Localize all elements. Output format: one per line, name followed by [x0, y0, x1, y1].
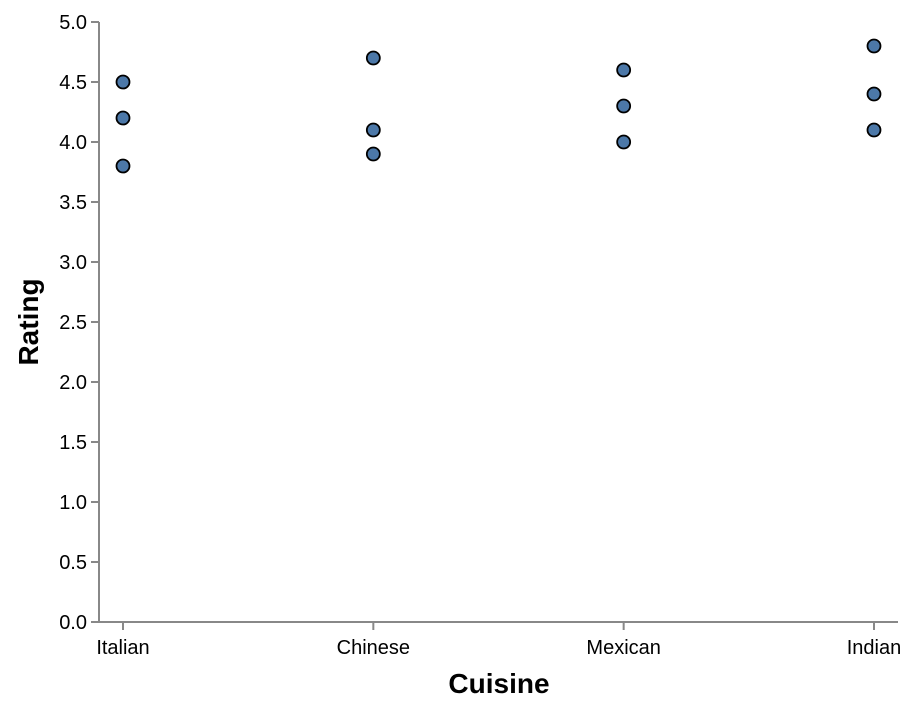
y-tick-label: 2.0: [59, 372, 87, 394]
scatter-point: [616, 98, 632, 114]
scatter-point: [365, 122, 381, 138]
scatter-point: [616, 134, 632, 150]
x-tick-label: Chinese: [337, 637, 410, 659]
x-tick-label: Mexican: [586, 637, 660, 659]
y-tick-label: 1.5: [59, 432, 87, 454]
y-tick-label: 5.0: [59, 12, 87, 34]
x-tick-label: Indian: [847, 637, 902, 659]
y-tick-label: 4.5: [59, 72, 87, 94]
scatter-point: [365, 50, 381, 66]
y-tick-label: 2.5: [59, 312, 87, 334]
y-tick-label: 0.0: [59, 612, 87, 634]
y-tick-label: 3.5: [59, 192, 87, 214]
scatter-point: [115, 158, 131, 174]
scatter-point: [365, 146, 381, 162]
scatter-point: [866, 122, 882, 138]
scatter-point: [866, 86, 882, 102]
scatter-point: [616, 62, 632, 78]
x-tick-label: Italian: [96, 637, 149, 659]
y-axis: 0.0 0.5 1.0 1.5 2.0 2.5 3.0 3.5 4.0 4.5 5.0: [59, 12, 100, 634]
y-tick-label: 0.5: [59, 552, 87, 574]
x-axis-title: Cuisine: [448, 668, 549, 699]
y-axis-title: Rating: [13, 278, 44, 365]
y-tick-label: 4.0: [59, 132, 87, 154]
scatter-point: [115, 74, 131, 90]
x-axis: Italian Chinese Mexican Indian: [96, 621, 902, 659]
data-points: [115, 38, 882, 174]
y-tick-label: 1.0: [59, 492, 87, 514]
scatter-point: [115, 110, 131, 126]
y-tick-label: 3.0: [59, 252, 87, 274]
scatter-point: [866, 38, 882, 54]
